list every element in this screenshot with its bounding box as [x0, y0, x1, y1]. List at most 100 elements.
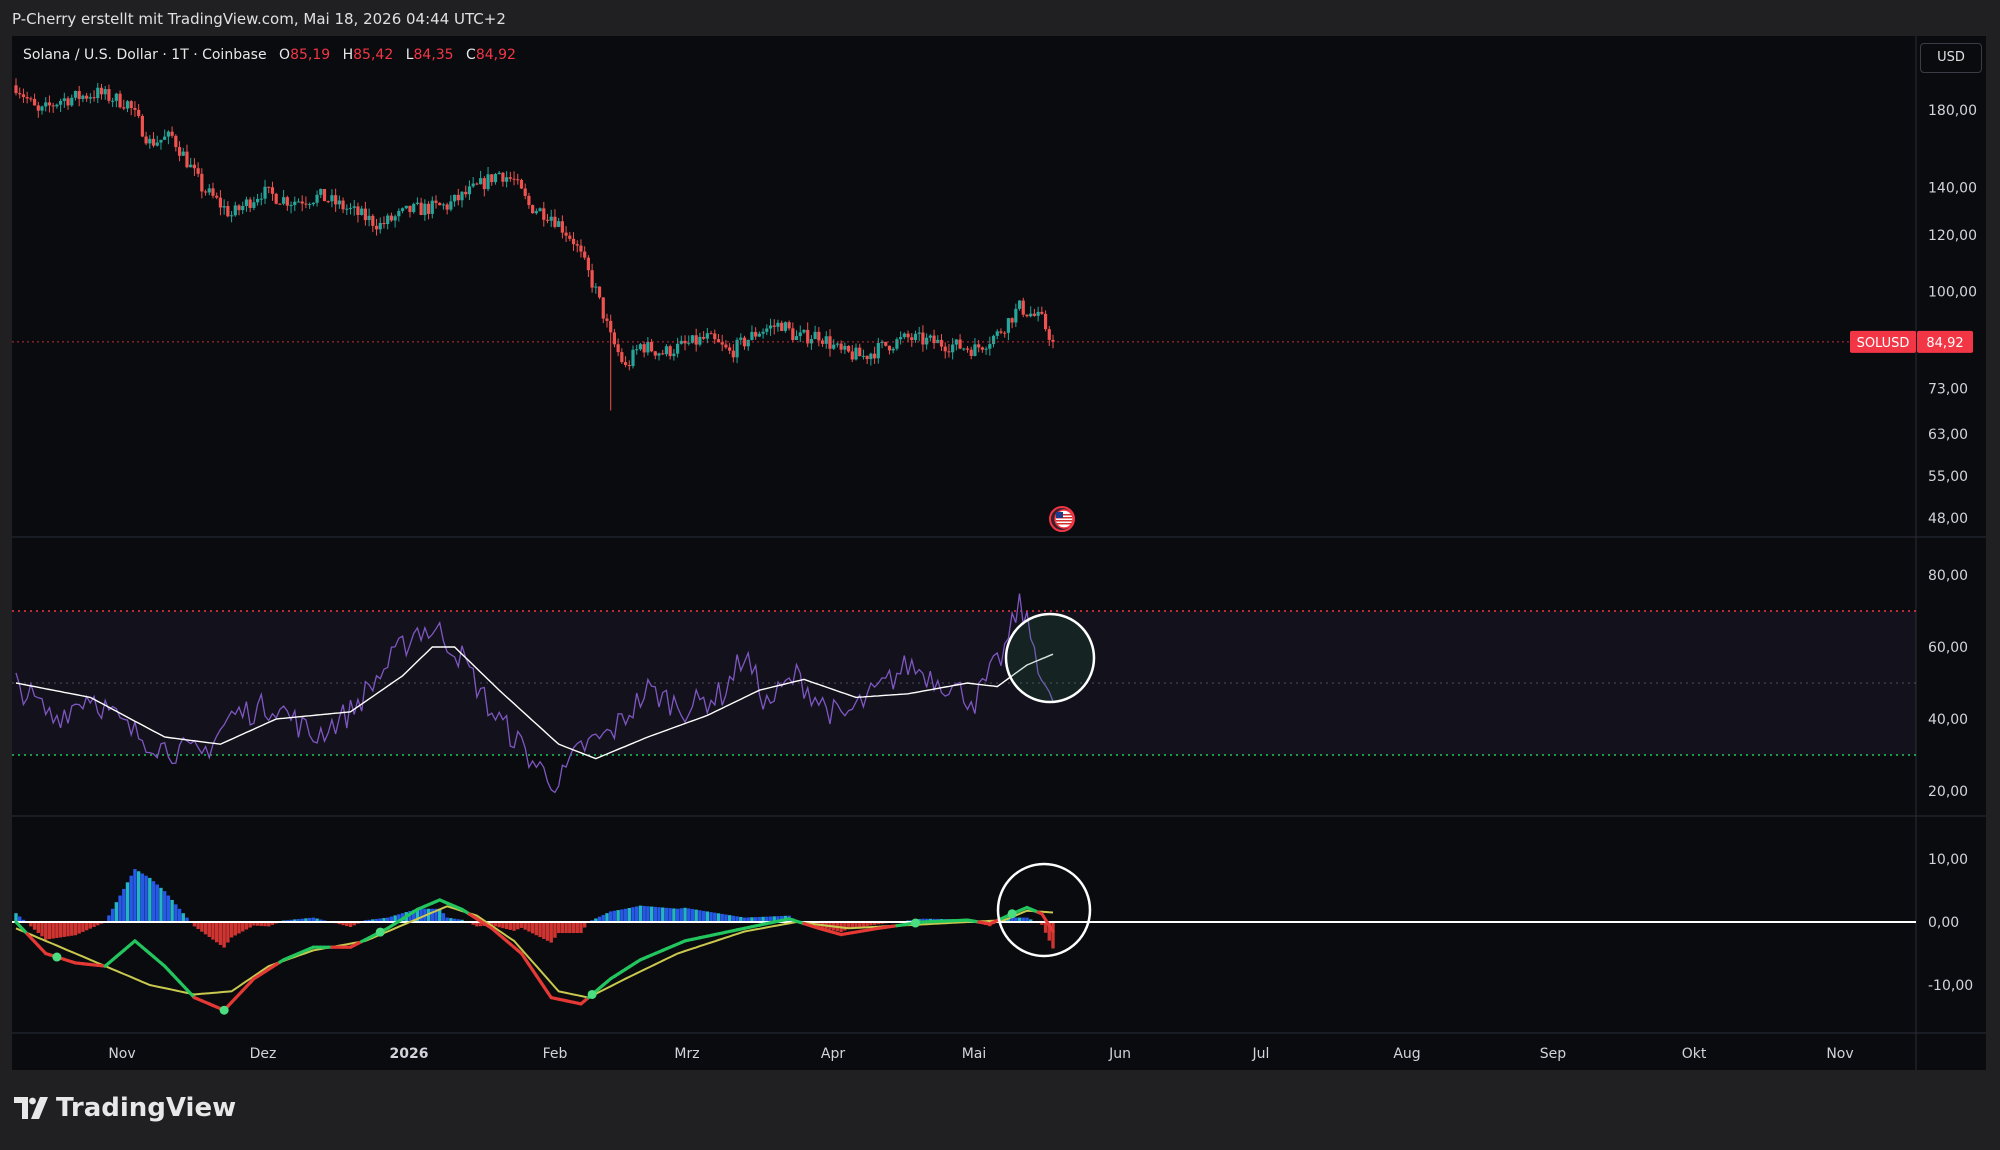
- candle-body: [337, 200, 341, 205]
- candle: [55, 103, 59, 109]
- candle-body: [776, 322, 780, 327]
- candle-body: [702, 336, 706, 339]
- candle-body: [858, 347, 862, 357]
- candle: [932, 329, 936, 349]
- macd-histogram-bar: [516, 922, 520, 930]
- candle: [843, 342, 847, 354]
- candle: [441, 202, 446, 210]
- candle: [872, 346, 877, 364]
- macd-histogram-bar: [549, 922, 553, 943]
- candle-body: [861, 355, 866, 357]
- candle-body: [170, 131, 174, 136]
- candle: [772, 319, 776, 335]
- macd-histogram-bar: [40, 922, 44, 937]
- candle: [192, 158, 197, 176]
- macd-histogram-bar: [687, 908, 691, 922]
- candle-body: [426, 203, 431, 214]
- candle: [174, 134, 178, 152]
- macd-histogram-bar: [21, 919, 26, 922]
- candle-body: [252, 202, 256, 208]
- macd-histogram-bar: [151, 881, 156, 922]
- macd-histogram-bar: [415, 908, 420, 922]
- macd-histogram-bar: [449, 918, 453, 922]
- macd-histogram-bar: [62, 922, 67, 937]
- macd-histogram-bar: [345, 922, 349, 927]
- candle-body: [605, 318, 609, 321]
- macd-histogram-bar: [508, 922, 513, 930]
- candle: [282, 189, 286, 206]
- candle-body: [29, 98, 33, 100]
- macd-histogram-bar: [200, 922, 204, 932]
- candle: [728, 343, 732, 355]
- candle: [694, 328, 698, 352]
- candle: [579, 239, 583, 258]
- candle: [200, 168, 204, 199]
- candle: [980, 346, 984, 353]
- candle-body: [107, 89, 111, 101]
- macd-histogram-bar: [731, 915, 736, 922]
- macd-histogram-bar: [761, 916, 765, 922]
- price-tick-label: 73,00: [1928, 382, 1968, 398]
- macd-histogram-bar: [18, 916, 22, 922]
- candle: [326, 200, 330, 204]
- macd-histogram-bar: [177, 908, 182, 922]
- candle-body: [939, 339, 944, 347]
- candle: [125, 100, 130, 113]
- macd-histogram-bar: [122, 888, 126, 922]
- candle-body: [557, 221, 561, 227]
- candle: [754, 327, 758, 340]
- macd-histogram-bar: [1047, 922, 1051, 941]
- macd-histogram-bar: [259, 922, 264, 926]
- candle: [92, 90, 96, 102]
- candle: [218, 190, 223, 216]
- candle: [508, 171, 512, 182]
- candle-body: [207, 188, 211, 193]
- currency-selector[interactable]: USD: [1920, 43, 1982, 73]
- candle-body: [791, 328, 795, 341]
- candle-body: [408, 205, 412, 213]
- rsi-tick-label: 60,00: [1928, 640, 1968, 656]
- candle: [899, 331, 903, 345]
- candle: [620, 348, 624, 365]
- candle: [304, 196, 308, 209]
- candle-body: [166, 131, 170, 137]
- macd-histogram-bar: [315, 918, 319, 922]
- macd-histogram-bar: [456, 919, 461, 922]
- candle: [501, 172, 505, 187]
- candle: [274, 192, 278, 205]
- candle: [44, 97, 48, 112]
- candle: [791, 322, 795, 343]
- price-pane: [12, 78, 1916, 411]
- macd-histogram-bar: [66, 922, 70, 937]
- candle-body: [679, 340, 683, 344]
- candle: [460, 191, 464, 208]
- candle: [702, 331, 706, 341]
- candle-body: [925, 337, 929, 345]
- ticker-tag-bg: [1850, 330, 1916, 353]
- macd-histogram-bar: [560, 922, 565, 934]
- macd-histogram-bar: [530, 922, 535, 934]
- candle-body: [1029, 313, 1033, 317]
- candle-body: [1003, 332, 1007, 334]
- candle: [389, 212, 394, 222]
- candle-body: [620, 352, 624, 363]
- macd-histogram-bar: [110, 908, 115, 922]
- tradingview-logo[interactable]: TradingView: [14, 1093, 236, 1123]
- candle: [367, 208, 371, 227]
- candle: [259, 192, 263, 206]
- macd-histogram-bar: [653, 906, 657, 922]
- macd-histogram-bar: [921, 918, 925, 922]
- candle-body: [545, 219, 550, 221]
- macd-histogram-bar: [452, 918, 457, 922]
- candle: [36, 101, 40, 118]
- candle: [612, 328, 617, 348]
- candle: [884, 341, 888, 347]
- candle: [1025, 314, 1029, 318]
- candle-body: [267, 186, 271, 188]
- candle-body: [739, 337, 743, 340]
- candle-body: [464, 191, 468, 195]
- macd-histogram-bar: [534, 922, 539, 936]
- candle-body: [516, 179, 520, 181]
- candle: [527, 192, 531, 209]
- symbol-legend[interactable]: Solana / U.S. Dollar · 1T · Coinbase O85…: [23, 47, 516, 63]
